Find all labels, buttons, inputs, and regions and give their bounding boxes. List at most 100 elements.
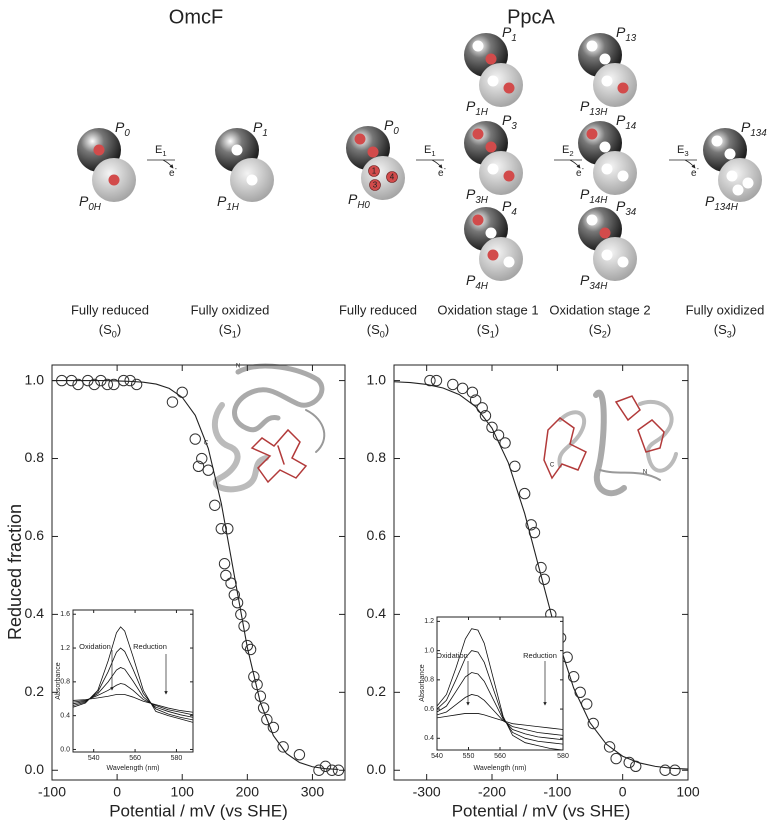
panel-title: OmcF [169,6,223,28]
plot-frame [393,364,689,781]
heme-dot [586,40,598,52]
x-tick-label: 100 [171,784,195,800]
heme-number: 1 [372,167,377,176]
fit-curve [52,380,339,771]
heme-label: P34 [616,198,637,218]
stage-code-base: (S [367,322,380,337]
heme-label-base: P [502,198,512,214]
step-electron-base: e [438,168,444,179]
heme-label-base: P [705,193,715,209]
data-point [447,378,459,391]
heme-label: P13 [616,24,637,44]
stage-code-tail: ) [732,322,736,337]
step-potential-base: E [562,144,569,156]
step-electron-sup: - [175,166,178,173]
plot-frame [72,609,194,753]
data-point [486,421,498,434]
data-point [192,460,205,473]
heme-label-sub: 3 [511,120,517,131]
heme-dot [231,144,243,156]
x-tick-label: 580 [171,755,183,762]
heme-label-base: P [253,119,263,135]
spectrum [73,626,193,723]
heme-dot [485,141,497,153]
heme-label-sub: 1H [475,106,488,117]
stage-code-tail: ) [607,322,611,337]
stage-code-tail: ) [385,322,389,337]
stage-name: Fully oxidized [191,302,270,317]
data-point [101,378,114,391]
heme-dot [601,75,613,87]
data-point [124,374,136,387]
heme-dot [617,82,629,94]
stage-name: Fully reduced [339,302,417,317]
step-electron: e- [438,166,447,179]
heme-label-sub: 34 [625,206,636,217]
stage-code: (S3) [714,322,736,340]
heme-light [718,158,762,202]
heme-light [361,156,405,200]
step-electron-sup: - [582,166,585,173]
heme-dot [472,40,484,52]
heme-label-sub: H0 [357,199,370,210]
heme-dot [369,179,381,191]
data-point [196,452,208,465]
x-axis-title: Potential / mV (vs SHE) [109,801,288,820]
data-point [430,374,443,387]
data-point [130,378,143,391]
heme-label-base: P [616,112,626,128]
step-electron: e- [169,166,178,179]
heme-dot [586,214,598,226]
step-electron-sup: - [444,166,447,173]
step-arrow [416,159,444,168]
x-axis-title: Potential / mV (vs SHE) [452,801,631,820]
heme-label-sub: 134 [750,127,767,138]
x-tick-label: 200 [236,784,260,800]
heme-dot [599,53,611,65]
stage-code-sub: 3 [727,330,732,340]
x-tick-label: 560 [494,753,506,760]
x-tick-label: 100 [676,784,700,800]
heme-light [479,63,523,107]
data-point [610,752,622,765]
stage-code-tail: ) [495,322,499,337]
stage-code: (S2) [589,322,611,340]
data-point [492,429,505,441]
data-point [603,741,616,753]
heme-label-sub: 14 [625,120,636,131]
heme-dot [487,249,499,261]
spectrum [437,672,563,741]
annotation: Oxidation [436,651,468,660]
spectrum [437,713,563,730]
heme-label: PH0 [348,191,370,211]
y-tick-label: 1.6 [60,611,70,618]
y-tick-label: 0.2 [367,683,387,699]
heme-dot [354,133,366,145]
data-point [244,643,257,656]
heme-label-sub: 134H [714,201,738,212]
spectrum [73,667,193,718]
heme-label: P134H [705,193,739,213]
stage-code: (S0) [99,322,121,340]
heme-dot [368,165,380,177]
heme-label: P134 [741,119,767,139]
heme-label-sub: 13 [625,32,636,43]
heme-dot [386,171,398,183]
heme-label: P1 [502,24,517,44]
step-electron-base: e [576,168,582,179]
data-point [176,386,188,398]
heme-number: 4 [390,173,395,182]
heme-dot [472,128,484,140]
stage-code: (S1) [477,322,499,340]
heme-label-base: P [616,198,626,214]
data-point [228,589,241,601]
data-point [466,386,479,398]
step-arrow [147,159,175,168]
x-tick-label: -300 [413,784,441,800]
data-point [108,378,120,391]
stage-code-sub: 1 [490,330,495,340]
heme-label-sub: 0 [393,125,399,136]
spectrum [73,647,193,721]
data-point [479,409,492,422]
heme-label-sub: 4 [511,206,517,217]
